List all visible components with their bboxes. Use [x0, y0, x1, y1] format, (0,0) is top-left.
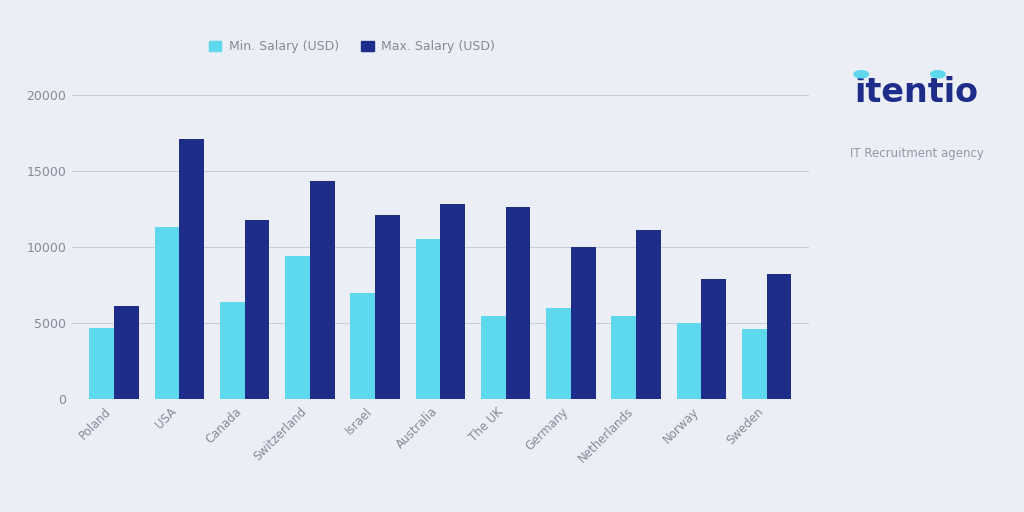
Text: IT Recruitment agency: IT Recruitment agency [850, 147, 983, 160]
Bar [89, 328, 114, 399]
Bar [310, 181, 335, 399]
Bar [220, 302, 245, 399]
Bar [741, 329, 767, 399]
Bar [114, 306, 139, 399]
Bar [440, 204, 465, 399]
Legend: Min. Salary (USD), Max. Salary (USD): Min. Salary (USD), Max. Salary (USD) [204, 35, 500, 58]
Bar [767, 274, 792, 399]
Bar [179, 139, 204, 399]
Bar [611, 315, 636, 399]
Bar [636, 230, 660, 399]
Bar [416, 239, 440, 399]
Bar [245, 220, 269, 399]
Bar [350, 293, 375, 399]
Bar [506, 207, 530, 399]
Bar [285, 256, 310, 399]
Bar [481, 315, 506, 399]
Bar [155, 227, 179, 399]
Bar [677, 323, 701, 399]
Text: itentio: itentio [854, 76, 979, 109]
Bar [570, 247, 596, 399]
Bar [701, 279, 726, 399]
Bar [546, 308, 570, 399]
Bar [375, 215, 399, 399]
